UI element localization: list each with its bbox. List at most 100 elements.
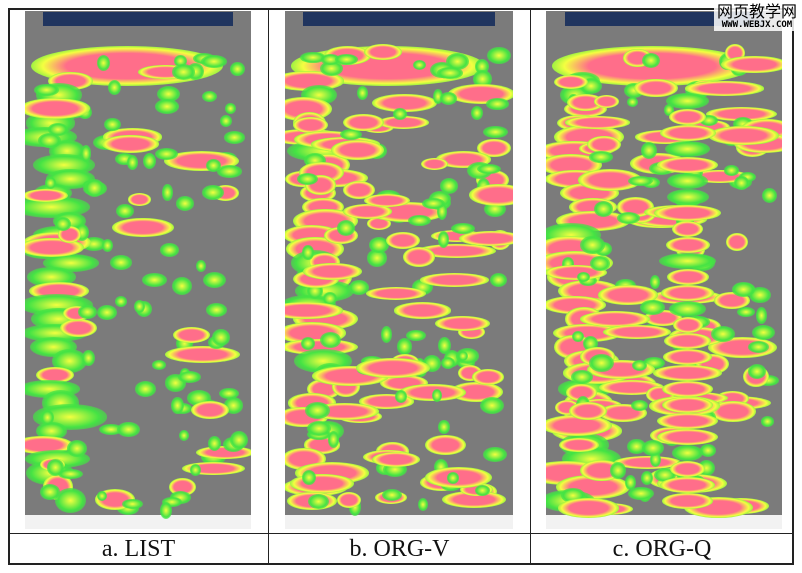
heat-spot — [343, 113, 384, 131]
heat-spot — [484, 200, 506, 218]
heat-spot — [563, 100, 608, 118]
heat-spot — [361, 120, 394, 134]
heat-spot — [307, 421, 331, 437]
heat-spot — [568, 93, 579, 109]
heat-spot — [460, 483, 497, 501]
heat-spot — [115, 203, 134, 219]
heat-spot — [45, 169, 95, 189]
heat-spot — [179, 367, 191, 379]
heat-spot — [565, 307, 603, 331]
heat-spot — [285, 406, 329, 428]
heat-spot — [375, 461, 395, 476]
heat-spot — [102, 128, 163, 146]
heat-spot — [580, 235, 605, 254]
heat-spot — [687, 362, 701, 381]
divider — [268, 8, 269, 565]
heat-spot — [412, 59, 426, 70]
heat-spot — [319, 61, 344, 77]
heat-spot — [630, 400, 648, 411]
heat-spot — [203, 272, 227, 289]
heat-spot — [63, 306, 91, 322]
heat-spot — [583, 335, 599, 351]
heat-spot — [171, 396, 184, 414]
heat-spot — [555, 474, 630, 500]
heat-spot — [290, 474, 354, 493]
heat-spot — [447, 84, 513, 105]
heat-spot — [456, 358, 476, 369]
heat-spot — [306, 283, 323, 299]
heat-spot — [348, 280, 369, 296]
heat-spot — [36, 421, 67, 441]
heat-spot — [32, 226, 84, 244]
heat-spot — [662, 428, 682, 447]
heat-spot — [664, 141, 711, 157]
heat-spot — [311, 420, 344, 442]
heat-spot — [141, 272, 167, 287]
heat-spot — [436, 202, 448, 220]
heat-spot — [366, 216, 392, 230]
heat-spot — [101, 238, 113, 252]
heatmap-list — [25, 11, 251, 529]
heat-spot — [440, 480, 461, 491]
heat-spot — [440, 356, 455, 369]
heat-spot — [559, 182, 620, 204]
heat-spot — [310, 137, 381, 152]
heat-spot — [375, 190, 402, 205]
heat-spot — [175, 334, 193, 352]
heat-spot — [32, 404, 107, 430]
heat-spot — [293, 269, 339, 288]
heat-spot — [379, 374, 428, 391]
heat-spot — [97, 304, 117, 320]
heat-spot — [437, 336, 451, 355]
heat-spot — [293, 208, 358, 234]
heat-spot — [615, 278, 637, 293]
heat-spot — [686, 475, 704, 489]
heat-spot — [186, 390, 211, 406]
heat-spot — [632, 359, 648, 371]
heat-spot — [667, 173, 708, 189]
heatmap-org-v — [285, 11, 513, 529]
heat-spot — [47, 459, 64, 476]
heat-spot — [711, 326, 736, 342]
heat-spot — [663, 392, 728, 405]
heat-spot — [74, 224, 89, 242]
heat-spot — [285, 170, 322, 188]
heat-spot — [41, 136, 61, 148]
heat-spot — [294, 130, 361, 149]
heat-spot — [389, 208, 408, 224]
heat-spot — [649, 274, 661, 290]
figure-frame — [8, 8, 794, 565]
heat-spot — [40, 484, 60, 500]
heat-spot — [202, 185, 224, 200]
heat-spot — [628, 486, 654, 501]
heat-spot — [628, 176, 653, 187]
heat-spot — [458, 325, 485, 339]
heat-spot — [44, 176, 57, 189]
heat-spot — [546, 251, 614, 275]
heat-spot — [319, 332, 341, 349]
heat-spot — [589, 151, 614, 163]
heat-spot — [27, 97, 92, 121]
heat-spot — [599, 404, 647, 422]
heat-spot — [205, 303, 227, 317]
heat-spot — [122, 498, 144, 510]
heat-spot — [25, 189, 69, 203]
heat-spot — [300, 183, 337, 203]
heat-spot — [587, 359, 656, 380]
heat-spot — [306, 378, 342, 400]
heat-spot — [331, 375, 361, 397]
heat-spot — [363, 449, 413, 464]
heat-spot — [205, 158, 221, 173]
heat-spot — [168, 477, 196, 496]
heat-spot — [455, 347, 480, 364]
heat-spot — [449, 382, 503, 403]
heat-spot — [181, 461, 245, 476]
heat-spot — [52, 211, 86, 231]
heat-spot — [304, 402, 331, 420]
heat-spot — [218, 387, 239, 400]
heat-spot — [605, 373, 656, 393]
heat-spot — [582, 503, 633, 516]
heat-spot — [395, 390, 408, 403]
heat-spot — [599, 379, 665, 395]
heat-spot — [558, 279, 621, 303]
